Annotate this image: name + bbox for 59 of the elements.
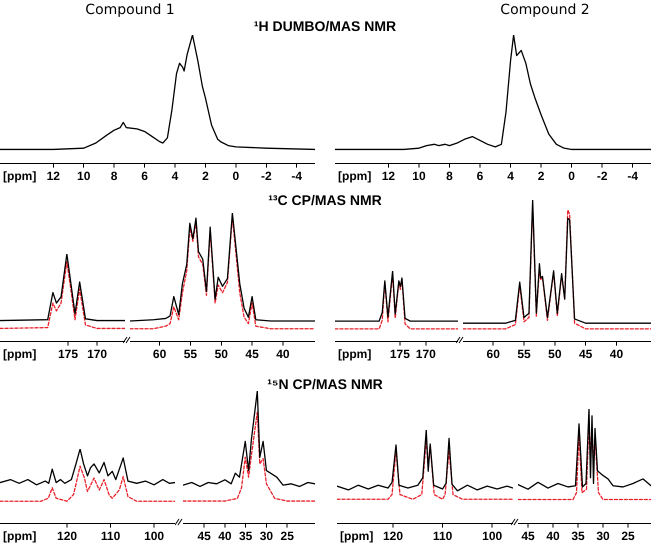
- x-tick-label: 4: [172, 169, 179, 184]
- x-axis-title: [ppm]: [338, 168, 372, 183]
- x-tick-label: 40: [610, 347, 624, 362]
- x-axis-title: [ppm]: [338, 346, 372, 361]
- x-axis-title: [ppm]: [3, 528, 36, 543]
- x-tick-label: 35: [571, 529, 585, 544]
- x-tick-label: 55: [184, 347, 198, 362]
- x-tick-label: 100: [144, 529, 164, 544]
- x-tick-label: 12: [46, 169, 60, 184]
- x-tick-label: 40: [218, 529, 232, 544]
- x-axis-title: [ppm]: [3, 168, 36, 183]
- x-tick-label: 100: [482, 529, 503, 544]
- x-tick-label: 45: [245, 347, 260, 362]
- x-tick-label: 45: [197, 529, 212, 544]
- x-tick-label: 30: [596, 529, 610, 544]
- x-tick-label: 4: [507, 169, 514, 184]
- x-tick-label: 2: [538, 169, 545, 184]
- x-tick-label: 25: [621, 529, 635, 544]
- x-tick-label: 120: [383, 529, 404, 544]
- x-tick-label: 35: [239, 529, 253, 544]
- x-tick-label: 45: [521, 529, 535, 544]
- x-tick-label: 110: [100, 529, 121, 544]
- x-tick-label: -4: [291, 169, 302, 184]
- x-tick-label: 120: [57, 529, 78, 544]
- x-tick-label: 60: [152, 347, 167, 362]
- annotation: ¹⁵N CP/MAS NMR: [267, 376, 383, 392]
- x-tick-label: 10: [412, 169, 426, 184]
- x-tick-label: 8: [446, 169, 454, 184]
- x-tick-label: 10: [77, 169, 91, 184]
- x-tick-label: 55: [517, 347, 532, 362]
- x-tick-label: 45: [578, 347, 593, 362]
- x-tick-label: 175: [58, 347, 78, 362]
- x-tick-label: -4: [627, 169, 638, 184]
- x-tick-label: 170: [416, 347, 436, 362]
- chart-title: Compound 1: [85, 2, 175, 18]
- x-tick-label: 6: [141, 169, 148, 184]
- x-tick-label: 50: [548, 347, 562, 362]
- x-tick-label: 110: [432, 529, 453, 544]
- x-tick-label: -2: [596, 169, 608, 184]
- x-tick-label: 0: [568, 169, 576, 184]
- text: ¹³C CP/MAS NMR: [268, 192, 382, 208]
- x-tick-label: 8: [110, 169, 118, 184]
- x-tick-label: 12: [382, 169, 396, 184]
- x-axis-title: [ppm]: [340, 528, 374, 543]
- x-tick-label: 175: [390, 347, 410, 362]
- x-tick-label: 30: [260, 529, 274, 544]
- x-tick-label: 40: [276, 347, 290, 362]
- x-tick-label: 60: [486, 347, 500, 362]
- x-tick-label: -2: [260, 169, 272, 184]
- x-axis-title: [ppm]: [3, 346, 36, 361]
- x-tick-label: 170: [87, 347, 108, 362]
- x-tick-label: 0: [232, 169, 240, 184]
- x-tick-label: 40: [546, 529, 560, 544]
- x-tick-label: 25: [280, 529, 294, 544]
- x-tick-label: 50: [214, 347, 228, 362]
- x-tick-label: 2: [202, 169, 210, 184]
- x-tick-label: 6: [476, 169, 484, 184]
- chart-title: Compound 2: [500, 2, 590, 18]
- text: ¹H DUMBO/MAS NMR: [254, 18, 396, 34]
